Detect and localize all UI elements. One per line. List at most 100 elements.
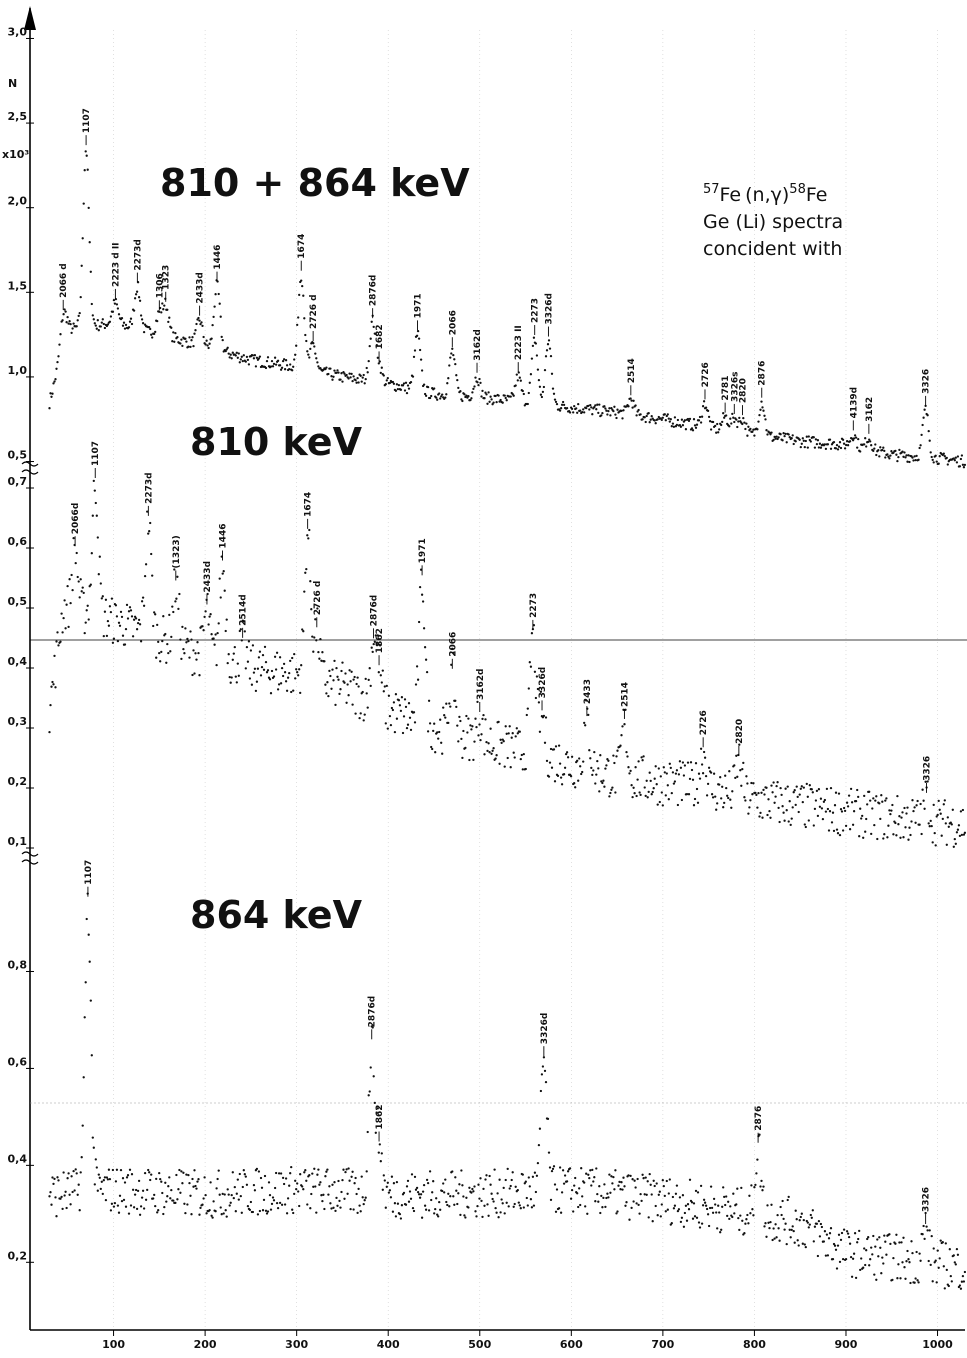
data-point — [628, 772, 631, 775]
data-point — [739, 769, 742, 772]
data-point — [959, 810, 963, 813]
data-point — [640, 1199, 643, 1203]
data-point — [374, 332, 377, 336]
data-point — [417, 1193, 421, 1196]
data-point — [857, 795, 860, 799]
data-point — [558, 409, 562, 412]
data-point — [576, 1192, 579, 1195]
data-point — [106, 1178, 110, 1181]
data-point — [319, 637, 322, 641]
data-point — [344, 1170, 347, 1174]
data-point — [236, 662, 239, 665]
data-point — [534, 342, 538, 345]
data-point — [237, 352, 240, 355]
data-point — [185, 641, 188, 644]
data-point — [294, 1179, 297, 1182]
data-point — [496, 1192, 499, 1195]
data-point — [468, 758, 471, 762]
data-point — [464, 1216, 467, 1219]
data-point — [699, 421, 703, 424]
data-point — [699, 1184, 703, 1188]
data-point — [961, 1274, 965, 1278]
data-point — [818, 805, 822, 808]
data-point — [281, 359, 285, 363]
y-tick-label: 0,5 — [8, 449, 28, 462]
data-point — [359, 374, 362, 377]
data-point — [877, 449, 880, 452]
data-point — [635, 794, 638, 798]
data-point — [310, 608, 313, 611]
data-point — [921, 1233, 924, 1236]
data-point — [813, 446, 817, 449]
data-point — [612, 409, 615, 413]
data-point — [301, 1185, 304, 1188]
data-point — [128, 1168, 132, 1171]
data-point — [381, 669, 384, 672]
data-point — [424, 658, 428, 661]
data-point — [710, 793, 714, 796]
data-point — [372, 642, 375, 646]
data-point — [633, 1179, 636, 1182]
data-point — [311, 635, 314, 638]
data-point — [488, 400, 491, 403]
data-point — [275, 1201, 279, 1205]
data-point — [736, 1187, 739, 1190]
data-point — [216, 631, 219, 635]
data-point — [803, 1243, 806, 1246]
data-point — [917, 458, 920, 461]
data-point — [77, 1183, 80, 1186]
data-point — [161, 1191, 164, 1195]
peak-label: 2433 — [583, 679, 593, 704]
data-point — [454, 362, 457, 366]
peak-label: 2066d — [71, 503, 81, 535]
data-point — [66, 315, 69, 319]
data-point — [943, 1287, 946, 1290]
data-point — [364, 677, 367, 681]
data-point — [415, 1186, 419, 1190]
data-point — [605, 409, 608, 412]
data-point — [261, 653, 265, 657]
data-point — [531, 344, 535, 348]
data-point — [163, 304, 166, 307]
data-point — [756, 806, 759, 809]
data-point — [198, 319, 201, 322]
data-point — [896, 1277, 899, 1280]
data-point — [452, 651, 455, 654]
data-point — [758, 815, 761, 818]
data-point — [913, 1281, 916, 1284]
panel-title-3: 864 keV — [190, 893, 363, 937]
data-point — [420, 1216, 424, 1219]
data-point — [627, 405, 630, 408]
data-point — [644, 1176, 647, 1179]
data-point — [362, 719, 365, 722]
data-point — [561, 1169, 565, 1172]
data-point — [70, 1175, 73, 1178]
data-point — [764, 1222, 767, 1225]
data-point — [546, 343, 550, 346]
data-point — [583, 721, 586, 725]
data-point — [426, 385, 430, 389]
data-point — [129, 1204, 133, 1207]
data-point — [518, 376, 521, 379]
data-point — [860, 1257, 863, 1260]
data-point — [514, 1185, 517, 1188]
data-point — [256, 667, 260, 670]
data-point — [887, 455, 890, 458]
data-point — [675, 423, 679, 427]
data-point — [509, 395, 512, 398]
data-point — [64, 627, 67, 630]
data-point — [880, 794, 883, 797]
data-point — [66, 1177, 69, 1180]
data-point — [600, 414, 603, 417]
data-point — [755, 793, 758, 797]
data-point — [67, 1172, 70, 1175]
data-point — [158, 1171, 161, 1175]
data-point — [227, 352, 230, 355]
data-point — [693, 1215, 697, 1218]
data-point — [161, 302, 164, 305]
data-point — [286, 1197, 290, 1200]
data-point — [253, 354, 257, 357]
data-point — [142, 330, 146, 334]
data-point — [596, 759, 599, 763]
data-point — [220, 335, 223, 339]
